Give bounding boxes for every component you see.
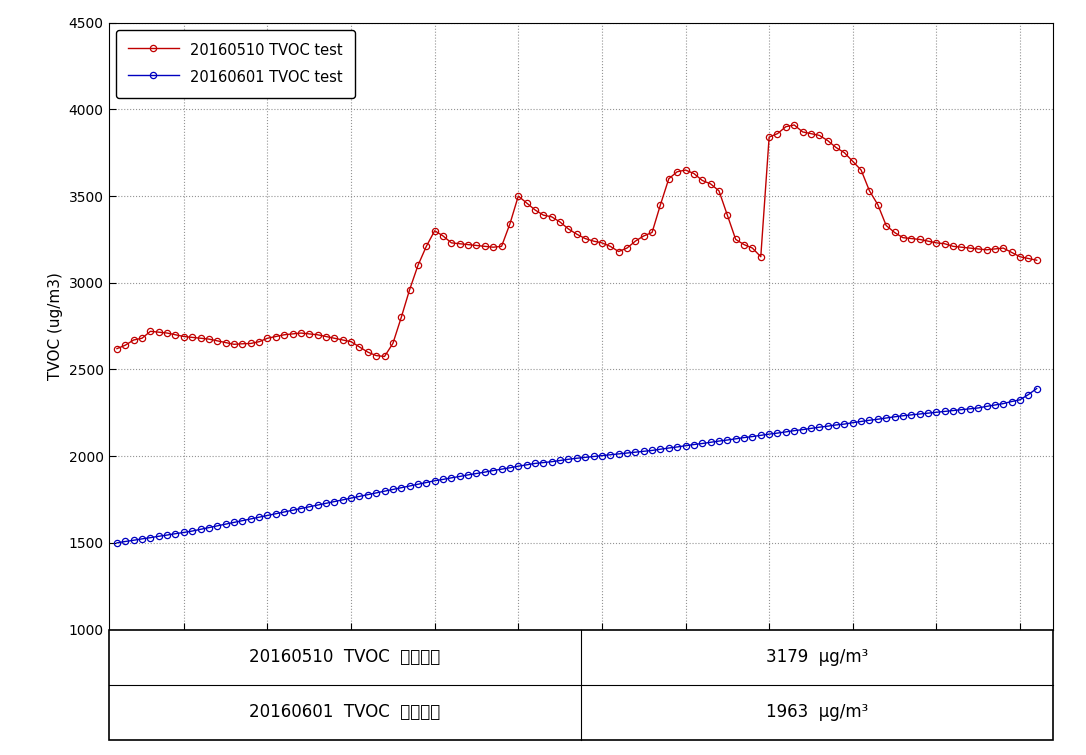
20160510 TVOC test bbox=[654, 200, 667, 209]
X-axis label: Time(min): Time(min) bbox=[542, 654, 620, 669]
20160510 TVOC test bbox=[1013, 252, 1026, 261]
20160510 TVOC test bbox=[378, 352, 391, 361]
20160601 TVOC test bbox=[319, 499, 332, 508]
Y-axis label: TVOC (ug/m3): TVOC (ug/m3) bbox=[48, 272, 63, 380]
Text: 1963  μg/m³: 1963 μg/m³ bbox=[766, 704, 869, 721]
20160601 TVOC test bbox=[1031, 384, 1044, 393]
20160510 TVOC test bbox=[111, 344, 124, 353]
20160510 TVOC test bbox=[545, 212, 558, 221]
20160510 TVOC test bbox=[462, 240, 475, 249]
Line: 20160601 TVOC test: 20160601 TVOC test bbox=[114, 385, 1039, 546]
20160601 TVOC test bbox=[453, 472, 466, 481]
Legend: 20160510 TVOC test, 20160601 TVOC test: 20160510 TVOC test, 20160601 TVOC test bbox=[116, 30, 354, 97]
20160510 TVOC test bbox=[319, 332, 332, 341]
Line: 20160510 TVOC test: 20160510 TVOC test bbox=[114, 122, 1039, 359]
Text: 20160601  TVOC  평균농도: 20160601 TVOC 평균농도 bbox=[249, 704, 441, 721]
20160601 TVOC test bbox=[344, 494, 357, 503]
20160601 TVOC test bbox=[997, 399, 1010, 408]
20160601 TVOC test bbox=[536, 458, 550, 467]
20160510 TVOC test bbox=[344, 337, 357, 347]
20160510 TVOC test bbox=[1031, 256, 1044, 265]
20160601 TVOC test bbox=[111, 538, 124, 547]
Text: 3179  μg/m³: 3179 μg/m³ bbox=[766, 648, 869, 666]
20160601 TVOC test bbox=[645, 446, 658, 455]
Text: 20160510  TVOC  평균농도: 20160510 TVOC 평균농도 bbox=[249, 648, 441, 666]
20160510 TVOC test bbox=[787, 121, 800, 130]
